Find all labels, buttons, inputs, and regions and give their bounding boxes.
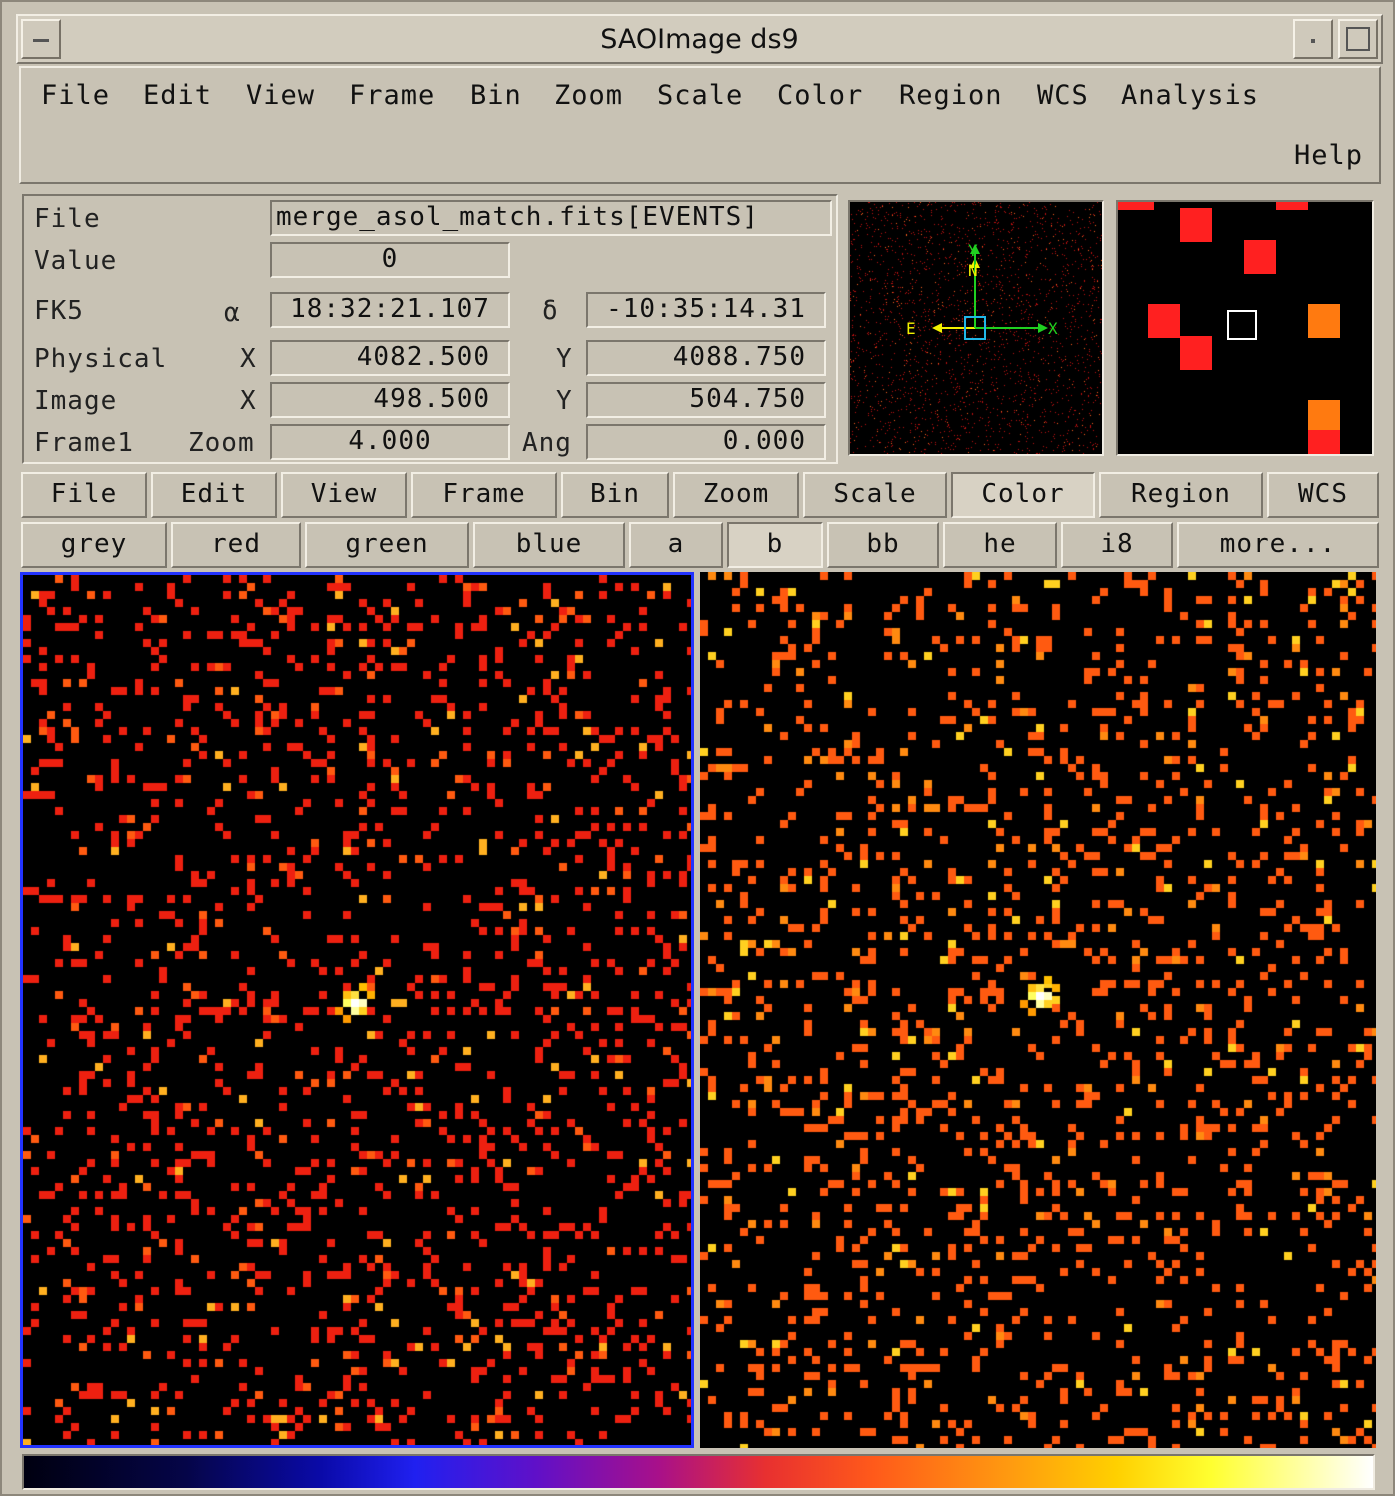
menu-region[interactable]: Region <box>899 80 1003 111</box>
physical-x-label: X <box>240 344 257 374</box>
colormap-grey-button[interactable]: grey <box>21 522 167 568</box>
panner-compass: Y N E X <box>906 241 1058 340</box>
info-panel: File merge_asol_match.fits[EVENTS] Value… <box>22 194 838 464</box>
minimize-button[interactable] <box>1293 19 1333 59</box>
button-scale[interactable]: Scale <box>803 472 947 518</box>
value-label: Value <box>34 246 118 276</box>
frame-label: Frame1 <box>34 428 134 458</box>
colormap-red-button[interactable]: red <box>171 522 301 568</box>
magnifier-pixel <box>1118 202 1154 210</box>
value-field: 0 <box>270 242 510 278</box>
magnifier-pixel <box>1308 430 1340 454</box>
image-label: Image <box>34 386 118 416</box>
magnifier-pixel <box>1180 336 1212 370</box>
menu-edit[interactable]: Edit <box>143 80 213 111</box>
magnifier-cursor-box <box>1227 310 1257 340</box>
colormap-green-button[interactable]: green <box>305 522 469 568</box>
physical-x-field: 4082.500 <box>270 340 510 376</box>
colormap-b-button[interactable]: b <box>727 522 823 568</box>
physical-y-label: Y <box>556 344 573 374</box>
menu-analysis[interactable]: Analysis <box>1121 80 1260 111</box>
maximize-icon <box>1346 27 1370 51</box>
panner-north-label: N <box>968 261 978 280</box>
button-view[interactable]: View <box>281 472 407 518</box>
delta-label: δ <box>542 296 559 326</box>
angle-field: 0.000 <box>586 424 826 460</box>
panner-x-label: X <box>1048 319 1058 338</box>
window-menu-icon <box>33 39 49 42</box>
file-field: merge_asol_match.fits[EVENTS] <box>270 200 832 236</box>
button-frame[interactable]: Frame <box>411 472 557 518</box>
image-frame-1[interactable] <box>20 572 694 1448</box>
image-x-label: X <box>240 386 257 416</box>
magnifier-view <box>1116 200 1374 456</box>
main-button-bar: File Edit View Frame Bin Zoom Scale Colo… <box>19 472 1381 518</box>
colorbar <box>22 1454 1375 1490</box>
zoom-field: 4.000 <box>270 424 510 460</box>
file-label: File <box>34 204 101 234</box>
menu-scale[interactable]: Scale <box>657 80 744 111</box>
button-color[interactable]: Color <box>951 472 1095 518</box>
menu-view[interactable]: View <box>246 80 316 111</box>
button-wcs[interactable]: WCS <box>1267 472 1379 518</box>
maximize-button[interactable] <box>1338 19 1378 59</box>
frame-2-image <box>700 572 1376 1448</box>
wcs-system-label: FK5 <box>34 296 84 326</box>
panner-east-label: E <box>906 319 916 338</box>
colormap-bb-button[interactable]: bb <box>827 522 939 568</box>
magnifier-pixel <box>1308 400 1340 430</box>
image-x-field: 498.500 <box>270 382 510 418</box>
delta-field: -10:35:14.31 <box>586 292 826 328</box>
button-edit[interactable]: Edit <box>151 472 277 518</box>
colormap-he-button[interactable]: he <box>943 522 1057 568</box>
menu-bar: File Edit View Frame Bin Zoom Scale Colo… <box>19 66 1381 184</box>
menu-color[interactable]: Color <box>777 80 864 111</box>
alpha-field: 18:32:21.107 <box>270 292 510 328</box>
colormap-more-button[interactable]: more... <box>1177 522 1379 568</box>
alpha-label: α <box>224 298 241 328</box>
physical-label: Physical <box>34 344 168 374</box>
title-bar[interactable]: SAOImage ds9 <box>16 14 1383 64</box>
menu-zoom[interactable]: Zoom <box>554 80 624 111</box>
button-file[interactable]: File <box>21 472 147 518</box>
magnifier-pixel <box>1308 304 1340 338</box>
magnifier-pixel <box>1244 240 1276 274</box>
panner-view[interactable]: Y N E X <box>848 200 1104 456</box>
magnifier-pixel <box>1148 304 1180 338</box>
colormap-i8-button[interactable]: i8 <box>1061 522 1173 568</box>
physical-y-field: 4088.750 <box>586 340 826 376</box>
angle-label: Ang <box>522 428 572 458</box>
magnifier-pixel <box>1180 208 1212 242</box>
menu-wcs[interactable]: WCS <box>1037 80 1089 111</box>
menu-bin[interactable]: Bin <box>470 80 522 111</box>
zoom-label: Zoom <box>188 428 255 458</box>
panner-y-label: Y <box>968 241 978 260</box>
image-frame-2[interactable] <box>700 572 1376 1448</box>
menu-file[interactable]: File <box>41 80 111 111</box>
button-bin[interactable]: Bin <box>561 472 669 518</box>
colormap-a-button[interactable]: a <box>629 522 723 568</box>
button-zoom[interactable]: Zoom <box>673 472 799 518</box>
minimize-icon <box>1311 39 1315 43</box>
button-region[interactable]: Region <box>1099 472 1263 518</box>
color-button-bar: grey red green blue a b bb he i8 more... <box>19 522 1381 568</box>
image-y-field: 504.750 <box>586 382 826 418</box>
colormap-blue-button[interactable]: blue <box>473 522 625 568</box>
menu-frame[interactable]: Frame <box>349 80 436 111</box>
image-y-label: Y <box>556 386 573 416</box>
magnifier-pixel <box>1276 202 1308 210</box>
menu-help[interactable]: Help <box>1293 140 1363 171</box>
frame-1-image <box>23 575 691 1445</box>
window-menu-button[interactable] <box>21 19 61 59</box>
window-title: SAOImage ds9 <box>600 24 799 55</box>
